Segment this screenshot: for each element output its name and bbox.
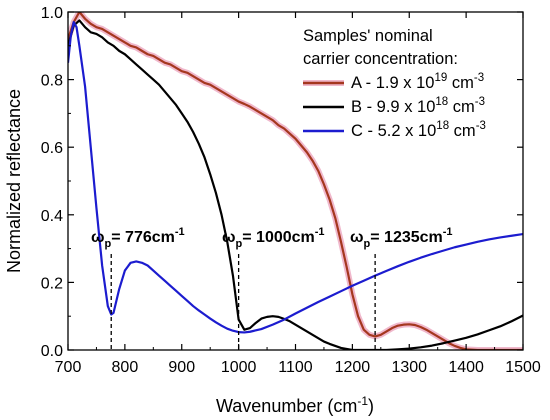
- series-line-2: [68, 21, 523, 334]
- legend-label-2: C - 5.2 x 1018 cm-3: [351, 120, 486, 140]
- x-tick-label-5: 1200: [335, 359, 371, 376]
- y-tick-label-4: 0.8: [41, 73, 63, 90]
- legend-label-0: A - 1.9 x 1019 cm-3: [351, 72, 484, 92]
- annotation-label-1: ωp= 1000cm-1: [222, 226, 325, 250]
- y-tick-label-0: 0.0: [41, 343, 63, 360]
- x-tick-label-1: 800: [112, 359, 139, 376]
- y-axis: 0.0 0.2 0.4 0.6 0.8 1.0: [41, 5, 523, 360]
- x-axis-title: Wavenumber (cm-1): [216, 394, 374, 416]
- y-tick-label-3: 0.6: [41, 140, 63, 157]
- y-tick-label-2: 0.4: [41, 208, 63, 225]
- x-tick-label-0: 700: [55, 359, 82, 376]
- annotation-label-0: ωp= 776cm-1: [91, 226, 185, 250]
- legend-label-1: B - 9.9 x 1018 cm-3: [351, 96, 485, 116]
- x-tick-label-8: 1500: [505, 359, 541, 376]
- x-tick-label-4: 1100: [278, 359, 313, 376]
- x-tick-label-2: 900: [168, 359, 195, 376]
- annotation-group: ωp= 776cm-1 ωp= 1000cm-1 ωp= 1235cm-1: [91, 226, 453, 350]
- legend: Samples' nominal carrier concentration: …: [303, 27, 486, 140]
- legend-title-line-2: carrier concentration:: [303, 50, 458, 68]
- y-axis-title: Normalized reflectance: [4, 89, 24, 273]
- y-tick-label-1: 0.2: [41, 275, 63, 292]
- series-line-1: [68, 19, 523, 350]
- x-tick-label-7: 1400: [448, 359, 484, 376]
- x-axis: 700 800 900 1000 1100 1200 1300 1400 1500: [55, 12, 541, 376]
- x-tick-label-3: 1000: [221, 359, 257, 376]
- x-tick-label-6: 1300: [391, 359, 427, 376]
- y-tick-label-5: 1.0: [41, 5, 63, 22]
- legend-title-line-1: Samples' nominal: [303, 27, 433, 45]
- annotation-label-2: ωp= 1235cm-1: [350, 226, 453, 250]
- series-line-0: [68, 12, 523, 350]
